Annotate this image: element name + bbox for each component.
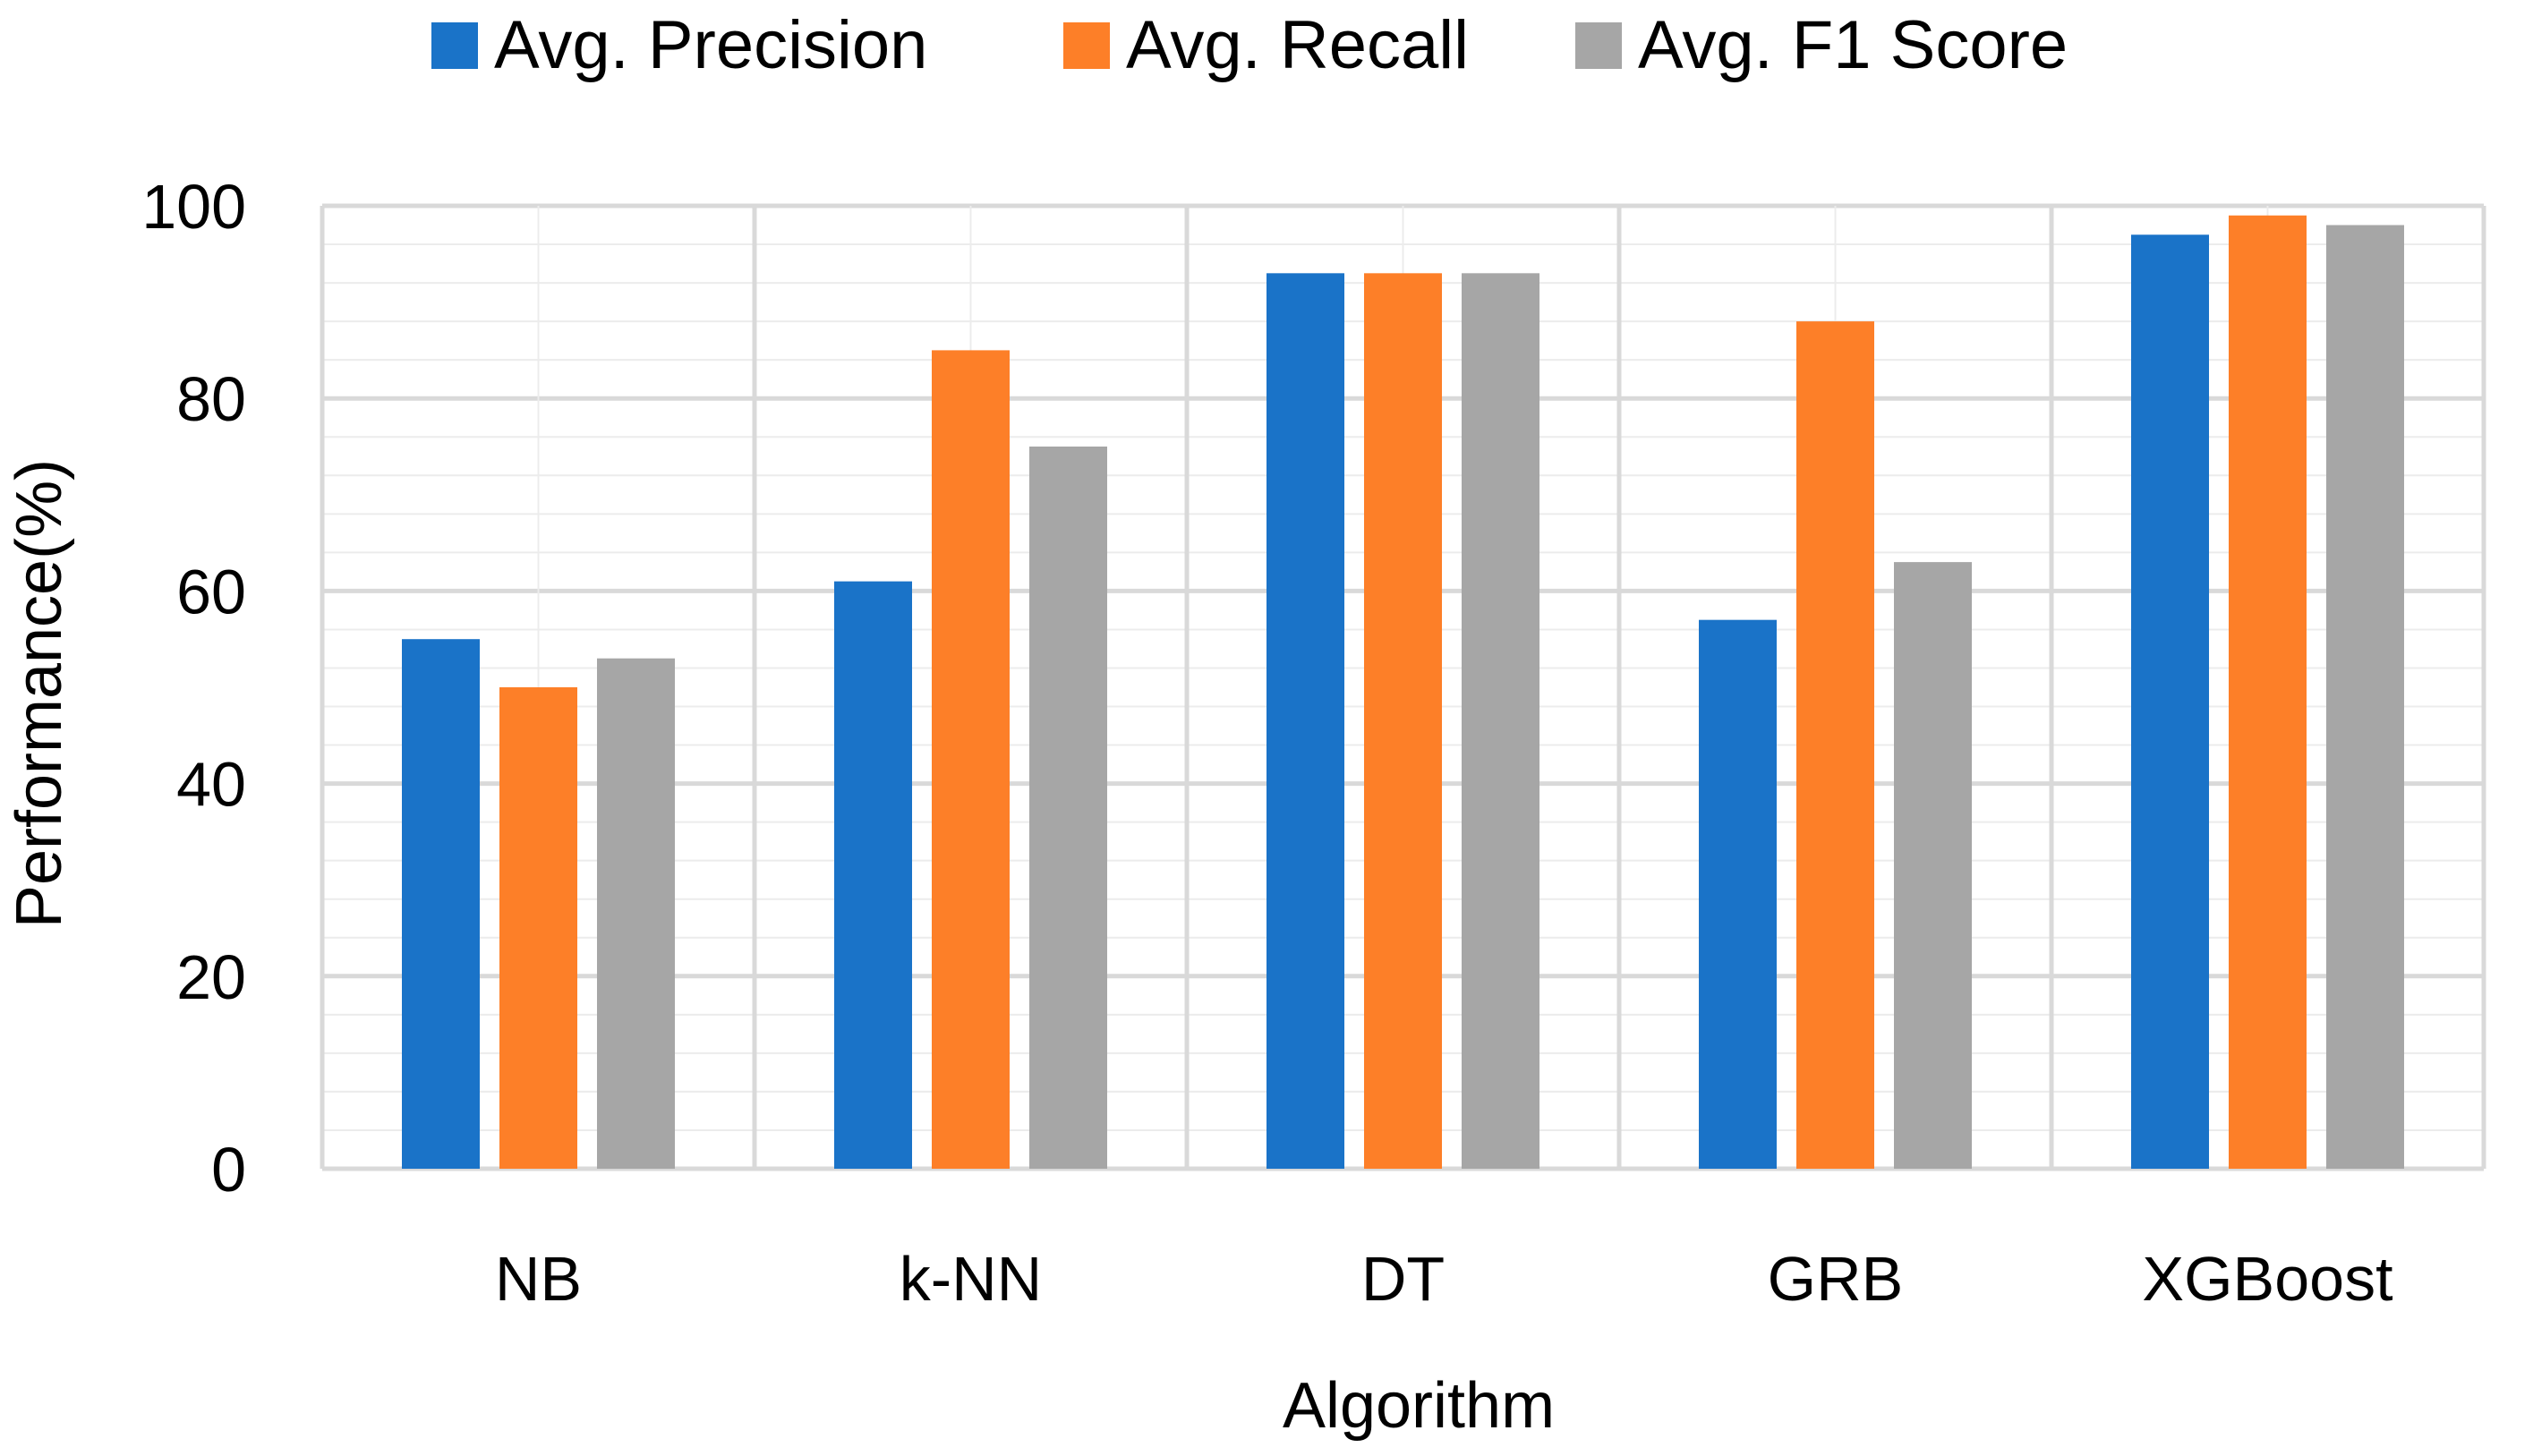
bar-xgboost-avg-f1-score bbox=[2326, 225, 2404, 1169]
y-tick-label: 80 bbox=[176, 364, 246, 434]
y-axis-title: Performance(%) bbox=[4, 459, 75, 928]
x-tick-label: k-NN bbox=[900, 1244, 1042, 1314]
bar-nb-avg-f1-score bbox=[597, 658, 675, 1169]
y-tick-label: 20 bbox=[176, 942, 246, 1012]
bar-dt-avg-recall bbox=[1364, 273, 1442, 1169]
bar-xgboost-avg-precision bbox=[2131, 234, 2209, 1169]
bars bbox=[402, 215, 2404, 1169]
x-tick-label: DT bbox=[1361, 1244, 1445, 1314]
bar-k-nn-avg-recall bbox=[932, 350, 1010, 1169]
legend: Avg. Precision Avg. Recall Avg. F1 Score bbox=[431, 7, 2068, 83]
legend-swatch bbox=[1063, 22, 1110, 69]
bar-dt-avg-precision bbox=[1266, 273, 1344, 1169]
legend-label: Avg. Precision bbox=[494, 7, 927, 83]
bar-xgboost-avg-recall bbox=[2229, 215, 2307, 1169]
bar-grb-avg-recall bbox=[1796, 321, 1874, 1169]
bar-nb-avg-precision bbox=[402, 639, 480, 1169]
legend-swatch bbox=[431, 22, 478, 69]
bar-dt-avg-f1-score bbox=[1462, 273, 1539, 1169]
legend-label: Avg. Recall bbox=[1126, 7, 1469, 83]
x-tick-label: GRB bbox=[1768, 1244, 1904, 1314]
bar-k-nn-avg-precision bbox=[834, 581, 912, 1169]
bar-grb-avg-f1-score bbox=[1894, 562, 1972, 1169]
y-tick-label: 100 bbox=[141, 172, 246, 242]
y-tick-label: 0 bbox=[211, 1135, 246, 1205]
bar-nb-avg-recall bbox=[499, 687, 577, 1169]
bar-k-nn-avg-f1-score bbox=[1029, 447, 1107, 1169]
x-tick-label: NB bbox=[495, 1244, 582, 1314]
x-tick-label: XGBoost bbox=[2142, 1244, 2392, 1314]
bar-grb-avg-precision bbox=[1699, 619, 1777, 1169]
y-axis-ticks: 0 20 40 60 80 100 bbox=[141, 172, 246, 1205]
x-axis-ticks: NB k-NN DT GRB XGBoost bbox=[495, 1244, 2393, 1314]
legend-swatch bbox=[1575, 22, 1622, 69]
y-tick-label: 40 bbox=[176, 750, 246, 820]
legend-label: Avg. F1 Score bbox=[1638, 7, 2068, 83]
x-axis-title: Algorithm bbox=[1283, 1370, 1555, 1442]
y-tick-label: 60 bbox=[176, 557, 246, 626]
